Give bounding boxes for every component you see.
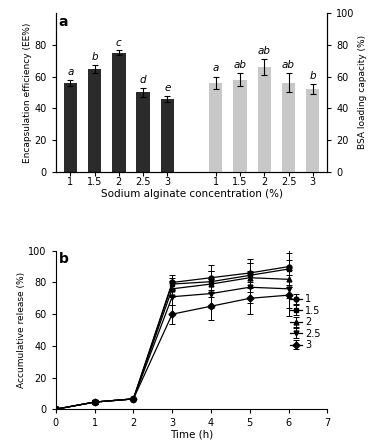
Bar bbox=[209, 83, 222, 172]
Y-axis label: BSA loading capacity (%): BSA loading capacity (%) bbox=[357, 35, 366, 150]
Text: d: d bbox=[140, 75, 147, 85]
Bar bbox=[112, 53, 125, 172]
Bar bbox=[137, 92, 150, 172]
Text: b: b bbox=[58, 253, 68, 266]
Text: ab: ab bbox=[258, 46, 271, 56]
Bar bbox=[306, 89, 320, 172]
Bar bbox=[88, 69, 101, 172]
Y-axis label: Accumulative release (%): Accumulative release (%) bbox=[17, 272, 26, 388]
Text: ab: ab bbox=[282, 60, 295, 70]
Bar bbox=[258, 67, 271, 172]
Text: b: b bbox=[310, 71, 316, 81]
Text: ab: ab bbox=[234, 60, 247, 70]
Y-axis label: Encapsulation efficiency (EE%): Encapsulation efficiency (EE%) bbox=[23, 22, 32, 163]
Text: c: c bbox=[116, 38, 122, 48]
Bar bbox=[282, 83, 295, 172]
Legend: 1, 1.5, 2, 2.5, 3: 1, 1.5, 2, 2.5, 3 bbox=[289, 292, 323, 352]
Text: a: a bbox=[58, 15, 68, 29]
Text: a: a bbox=[67, 67, 74, 77]
Bar bbox=[233, 80, 247, 172]
Bar bbox=[161, 99, 174, 172]
Text: a: a bbox=[213, 63, 219, 73]
X-axis label: Time (h): Time (h) bbox=[170, 429, 213, 440]
Text: b: b bbox=[91, 52, 98, 62]
Bar bbox=[64, 83, 77, 172]
X-axis label: Sodium alginate concentration (%): Sodium alginate concentration (%) bbox=[100, 189, 283, 198]
Text: e: e bbox=[164, 83, 170, 93]
